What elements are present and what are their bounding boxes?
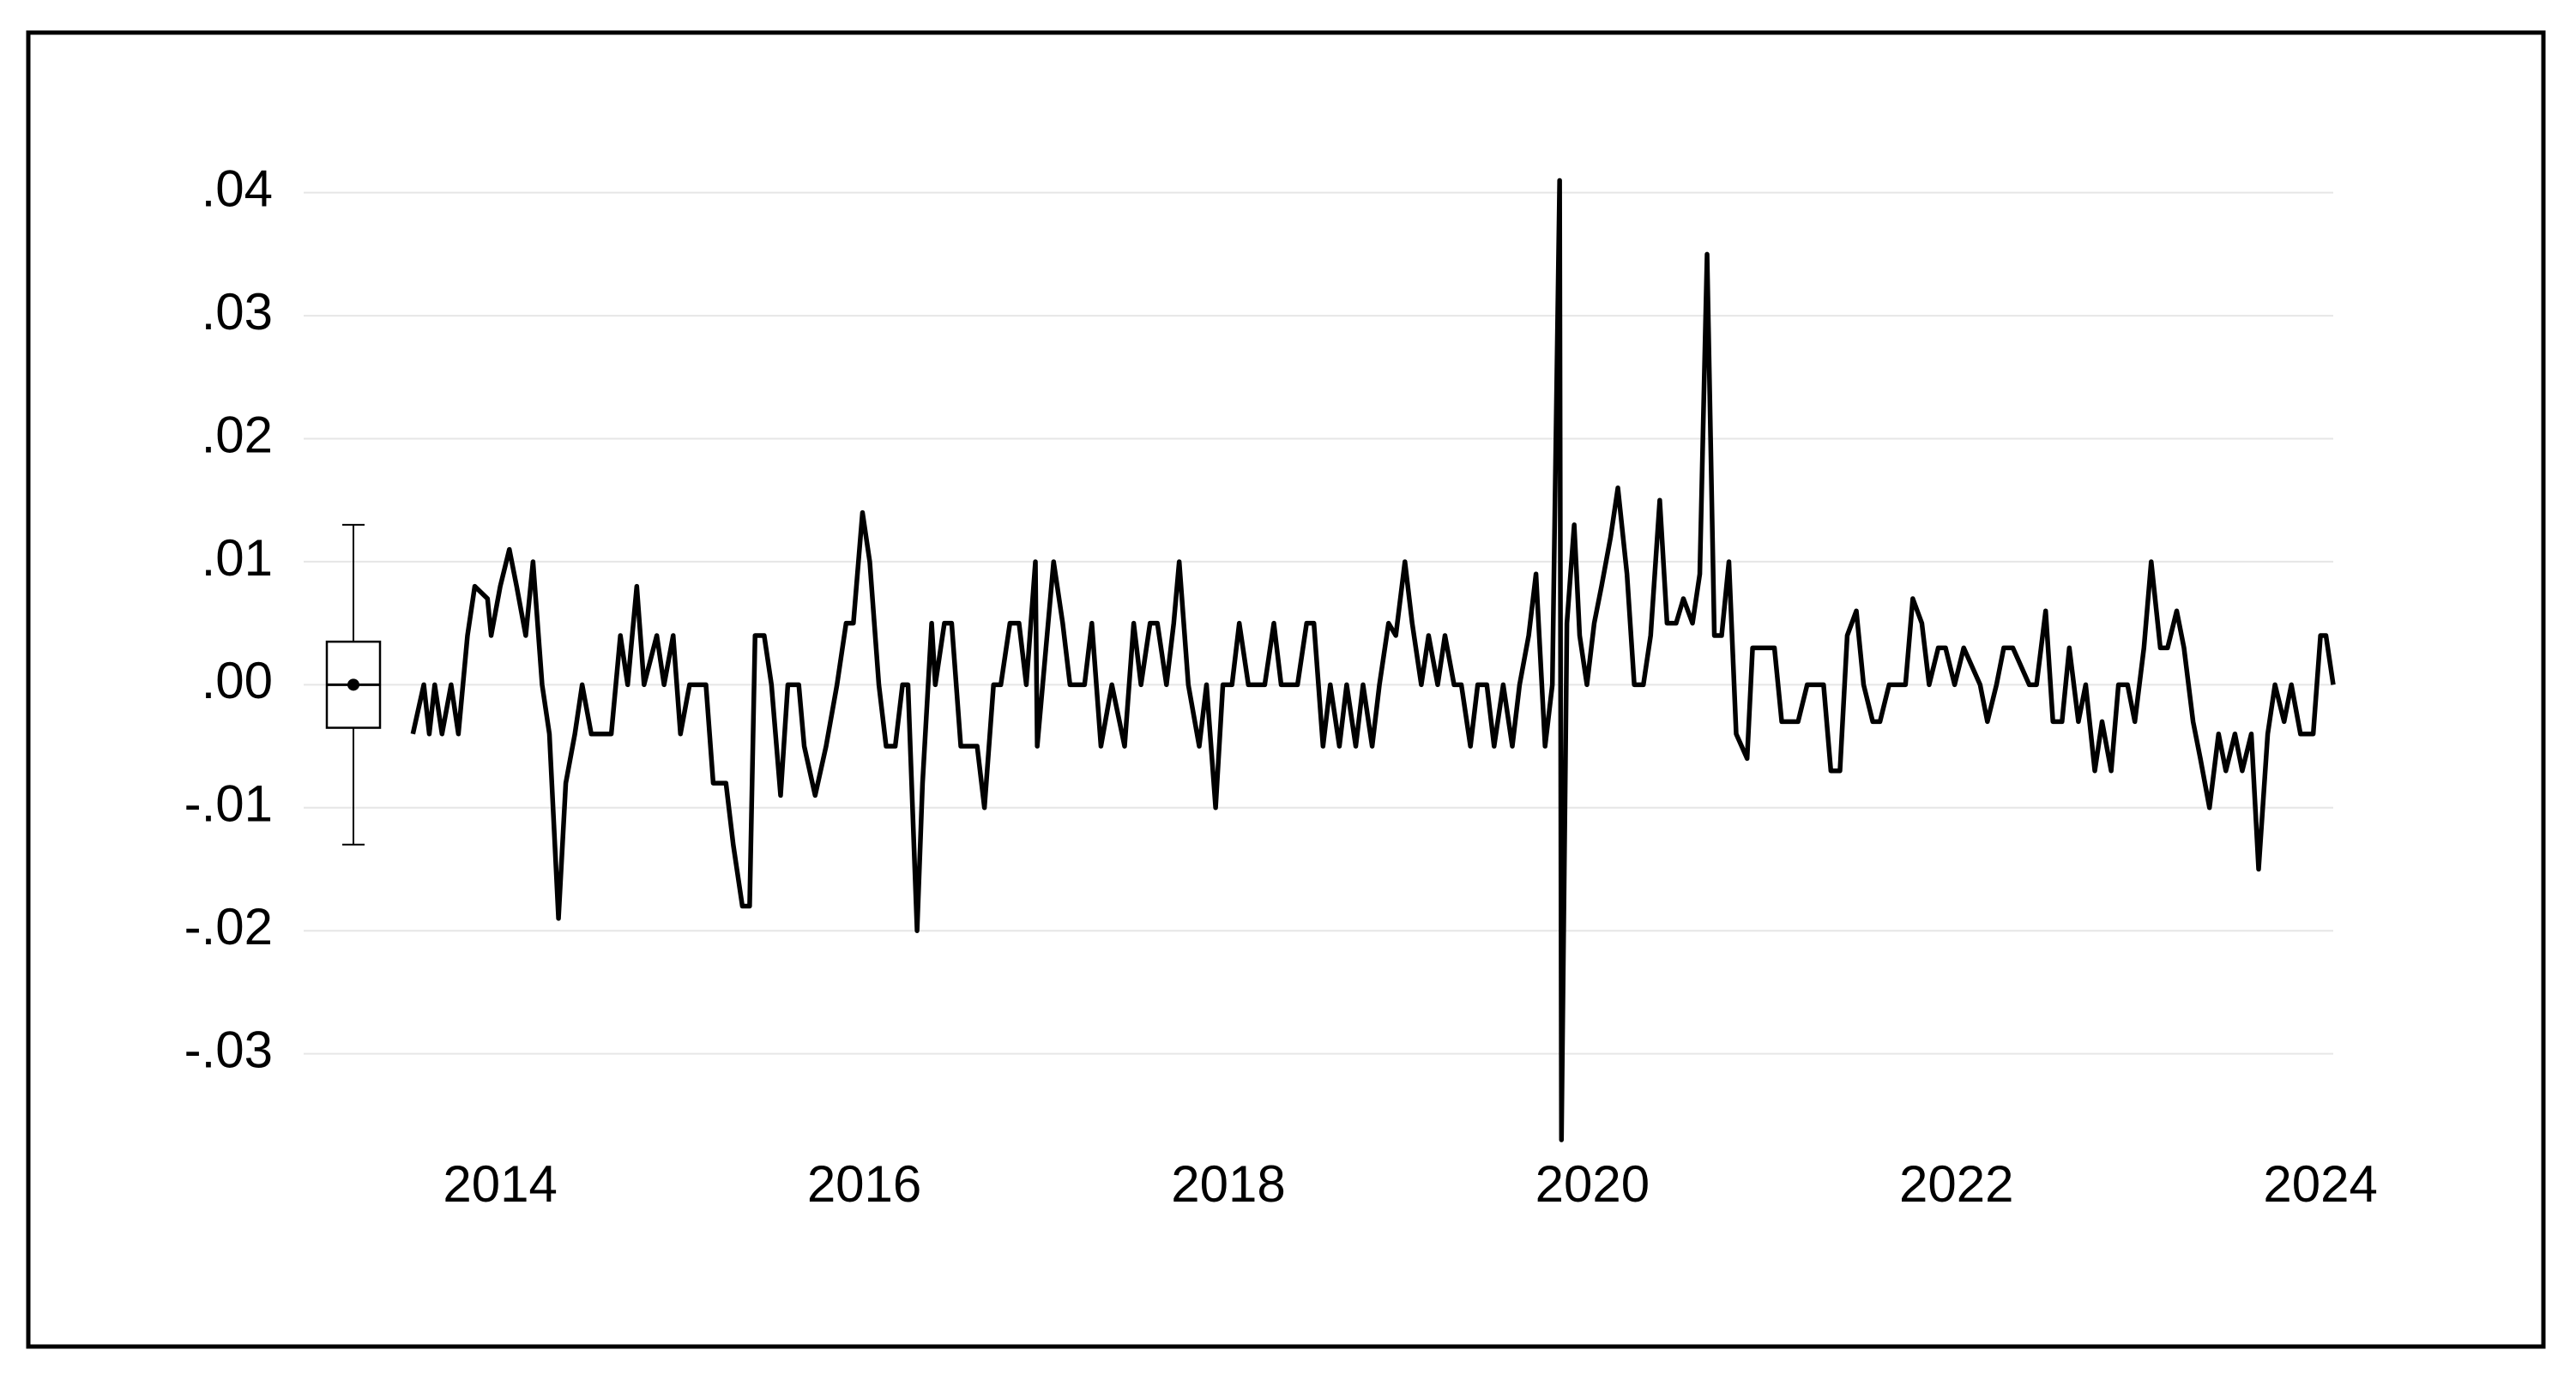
y-tick-label: -.01 [184,775,273,833]
x-tick-label: 2014 [443,1155,557,1213]
series-line [410,178,2336,1142]
x-tick-label: 2018 [1171,1155,1285,1213]
x-tick-label: 2022 [1899,1155,2013,1213]
chart-frame [26,30,2546,1349]
y-tick-label: -.02 [184,898,273,955]
y-tick-label: .04 [202,160,273,218]
y-tick-label: -.03 [184,1021,273,1078]
y-tick-label: .01 [202,529,273,587]
y-tick-label: .00 [202,652,273,709]
mean-dot [347,678,359,691]
x-tick-label: 2024 [2263,1155,2377,1213]
x-tick-label: 2020 [1535,1155,1650,1213]
y-tick-label: .02 [202,406,273,463]
x-tick-label: 2016 [807,1155,921,1213]
y-tick-label: .03 [202,283,273,340]
